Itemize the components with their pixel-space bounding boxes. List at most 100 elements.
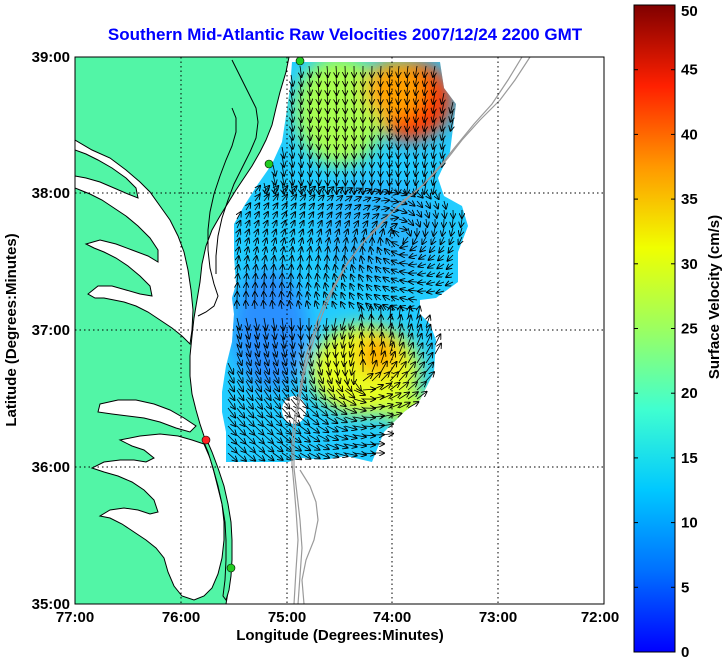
velocity-arrow (246, 344, 250, 356)
velocity-arrow (263, 362, 269, 374)
velocity-arrow (344, 353, 345, 366)
velocity-arrow (299, 416, 309, 425)
velocity-arrow (300, 128, 302, 140)
velocity-arrow (371, 214, 378, 219)
velocity-arrow (227, 389, 235, 400)
velocity-arrow (370, 247, 372, 256)
velocity-arrow (255, 265, 256, 274)
velocity-arrow (442, 227, 444, 236)
velocity-arrow (389, 393, 401, 400)
velocity-arrow (367, 294, 373, 301)
velocity-arrow (375, 295, 382, 300)
velocity-arrow (425, 372, 434, 382)
velocity-arrow (318, 344, 319, 357)
velocity-arrow (316, 283, 318, 292)
velocity-arrow (342, 317, 345, 330)
velocity-arrow (282, 265, 283, 274)
velocity-arrow (326, 407, 337, 415)
velocity-arrow (326, 196, 333, 202)
velocity-arrow (407, 402, 418, 409)
velocity-arrow (336, 362, 338, 375)
velocity-arrow (398, 74, 399, 86)
velocity-arrow (300, 353, 303, 366)
velocity-arrow (245, 434, 255, 443)
velocity-arrow (272, 371, 279, 383)
velocity-arrow (299, 434, 310, 442)
velocity-arrow (327, 101, 328, 113)
velocity-arrow (333, 302, 337, 310)
velocity-arrow (433, 101, 435, 113)
velocity-arrow (299, 425, 310, 433)
velocity-arrow (237, 274, 238, 283)
velocity-arrow (246, 203, 250, 211)
velocity-arrow (398, 173, 399, 185)
velocity-arrow (254, 398, 262, 409)
velocity-arrow (442, 137, 444, 149)
velocity-arrow (345, 213, 350, 220)
velocity-arrow (407, 83, 408, 95)
velocity-arrow (272, 443, 283, 451)
velocity-arrow (300, 221, 304, 229)
velocity-arrow (350, 326, 354, 338)
velocity-arrow (291, 110, 293, 122)
velocity-arrow (430, 245, 435, 252)
velocity-arrow (389, 413, 401, 417)
velocity-arrow (291, 146, 293, 158)
velocity-arrow (236, 344, 241, 356)
velocity-arrow (299, 407, 309, 416)
velocity-arrow (291, 265, 292, 274)
velocity-arrow (353, 213, 359, 220)
velocity-arrow (367, 276, 372, 283)
velocity-arrow (424, 65, 426, 77)
velocity-arrow (407, 128, 408, 140)
velocity-arrow (415, 146, 417, 158)
velocity-arrow (416, 353, 423, 364)
velocity-arrow (273, 247, 275, 256)
velocity-arrow (309, 335, 310, 348)
velocity-arrow (418, 282, 427, 283)
velocity-arrow (318, 146, 319, 158)
velocity-arrow (273, 317, 275, 330)
velocity-arrow (308, 380, 315, 391)
velocity-arrow (291, 101, 293, 113)
velocity-arrow (371, 396, 384, 399)
velocity-arrow (345, 371, 348, 384)
velocity-arrow (362, 417, 375, 418)
velocity-arrow (389, 110, 390, 122)
velocity-arrow (236, 443, 246, 452)
velocity-arrow (417, 209, 421, 217)
velocity-arrow (380, 362, 387, 373)
velocity-arrow (300, 92, 302, 104)
velocity-arrow (236, 398, 244, 409)
velocity-arrow (318, 74, 319, 86)
velocity-arrow (380, 405, 393, 408)
velocity-arrow (263, 371, 270, 383)
velocity-arrow (272, 425, 282, 434)
velocity-arrow (380, 110, 381, 122)
velocity-arrow (407, 353, 414, 364)
velocity-arrow (371, 207, 379, 210)
velocity-arrow (335, 265, 336, 274)
velocity-arrow (318, 204, 323, 211)
velocity-arrow (394, 231, 399, 238)
velocity-arrow (335, 425, 347, 431)
velocity-arrow (424, 92, 426, 104)
velocity-arrow (282, 230, 285, 238)
velocity-arrow (291, 119, 293, 131)
velocity-arrow (300, 164, 302, 176)
velocity-arrow (264, 230, 267, 238)
velocity-arrow (392, 288, 400, 291)
velocity-arrow (227, 443, 237, 452)
velocity-arrow (335, 398, 346, 406)
velocity-arrow (380, 424, 393, 426)
velocity-arrow (335, 435, 347, 439)
velocity-arrow (389, 92, 390, 104)
velocity-arrow (300, 247, 302, 256)
velocity-arrow (318, 212, 323, 220)
velocity-arrow (272, 407, 281, 417)
velocity-arrow (435, 209, 437, 218)
velocity-arrow (308, 434, 319, 441)
velocity-arrow (245, 380, 252, 391)
velocity-arrow (282, 155, 284, 167)
velocity-arrow (380, 434, 393, 435)
